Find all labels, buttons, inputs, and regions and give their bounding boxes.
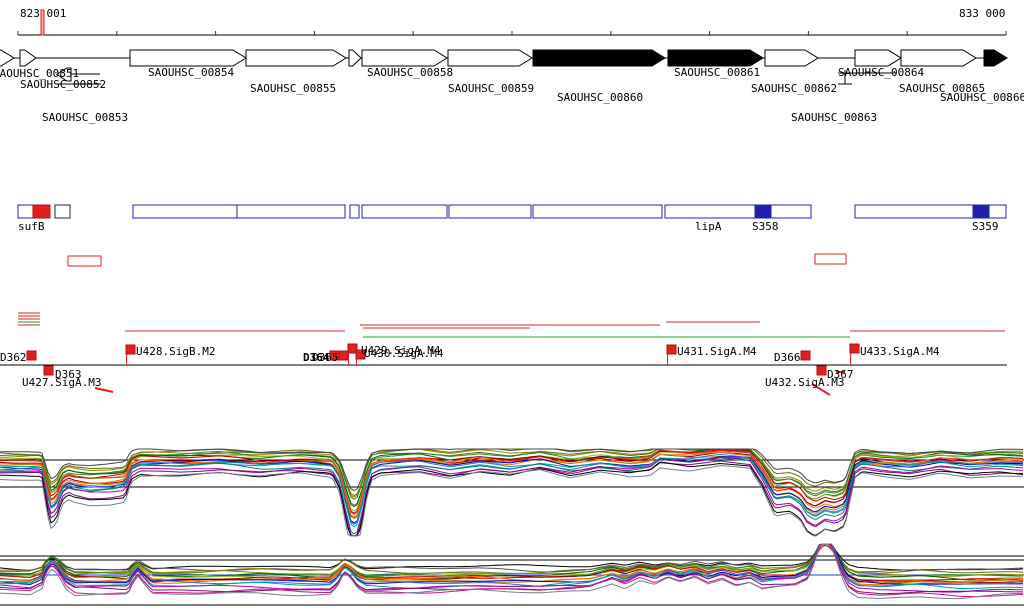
- coverage-trace: [0, 543, 1024, 584]
- transcript-box[interactable]: [132, 204, 238, 219]
- highlight-box[interactable]: [67, 255, 102, 267]
- coverage-trace: [0, 457, 1024, 535]
- coverage-trace: [0, 543, 1024, 598]
- transcript-box[interactable]: [532, 204, 663, 219]
- transcript-box[interactable]: [972, 204, 990, 219]
- gene-arrow[interactable]: [667, 49, 764, 67]
- transcript-box[interactable]: [54, 204, 71, 219]
- gene-arrow[interactable]: [245, 49, 347, 67]
- gene-arrow[interactable]: [900, 49, 977, 67]
- tss-flag[interactable]: [26, 350, 37, 361]
- coverage-trace: [0, 543, 1024, 571]
- coverage-trace: [0, 451, 1024, 519]
- gene-arrow[interactable]: [19, 49, 37, 67]
- coverage-trace: [0, 448, 1024, 492]
- transcript-box[interactable]: [664, 204, 812, 219]
- tss-flag[interactable]: [800, 350, 811, 361]
- gene-arrow[interactable]: [854, 49, 902, 67]
- transcript-box[interactable]: [854, 204, 1007, 219]
- transcript-box[interactable]: [17, 204, 34, 219]
- coverage-panel-upper[interactable]: [0, 448, 1024, 537]
- coverage-trace: [0, 465, 1023, 537]
- position-cursor[interactable]: [40, 9, 45, 36]
- tss-flag[interactable]: [347, 343, 358, 354]
- coverage-trace: [0, 461, 1024, 537]
- transcript-box[interactable]: [361, 204, 448, 219]
- coverage-trace: [0, 543, 1024, 586]
- coverage-panel-lower[interactable]: [0, 543, 1024, 606]
- tss-mark: [94, 387, 114, 393]
- transcript-box[interactable]: [448, 204, 532, 219]
- gene-arrow[interactable]: [129, 49, 247, 67]
- coverage-trace: [0, 460, 1023, 537]
- coverage-trace: [0, 543, 1024, 593]
- gene-arrow[interactable]: [56, 67, 72, 82]
- gene-arrow[interactable]: [0, 49, 15, 67]
- transcript-track: [17, 204, 1007, 219]
- coverage-trace: [0, 543, 1024, 588]
- tss-mark: [811, 383, 831, 396]
- tss-flag[interactable]: [666, 344, 677, 355]
- transcript-box[interactable]: [32, 204, 51, 219]
- ruler-track: [17, 9, 1007, 36]
- coverage-trace: [0, 543, 1023, 600]
- gene-arrow[interactable]: [764, 49, 819, 67]
- tss-flag[interactable]: [355, 349, 366, 360]
- coverage-trace: [0, 543, 1023, 586]
- tss-flag[interactable]: [338, 350, 349, 361]
- tss-flag[interactable]: [849, 343, 860, 354]
- gene-arrow[interactable]: [361, 49, 448, 67]
- tss-flag[interactable]: [43, 365, 54, 376]
- gene-arrow[interactable]: [983, 49, 1008, 67]
- transcript-box[interactable]: [349, 204, 360, 219]
- tss-flag[interactable]: [125, 344, 136, 355]
- gene-arrow[interactable]: [447, 49, 533, 67]
- tss-flag[interactable]: [816, 365, 827, 376]
- signal-track: [18, 312, 1005, 338]
- highlight-track: [67, 253, 847, 267]
- transcript-box[interactable]: [754, 204, 772, 219]
- transcript-box[interactable]: [236, 204, 346, 219]
- coverage-trace: [0, 449, 1024, 506]
- tss-flag[interactable]: [329, 350, 340, 361]
- gene-arrow[interactable]: [532, 49, 666, 67]
- coverage-trace: [0, 543, 1024, 577]
- gene-arrow[interactable]: [348, 49, 362, 67]
- tss-track: [0, 343, 1007, 396]
- gene-track: [0, 49, 1008, 85]
- highlight-box[interactable]: [814, 253, 847, 265]
